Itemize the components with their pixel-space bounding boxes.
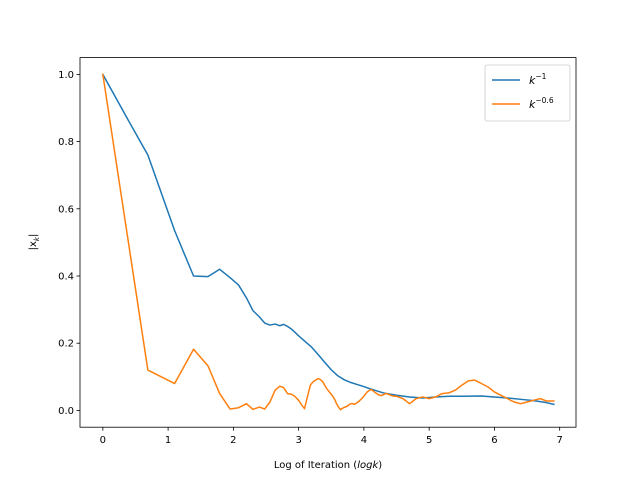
series-line-k-inv xyxy=(101,73,555,406)
x-axis-label-suffix: ) xyxy=(378,460,382,471)
legend-label-k-inv: k−1 xyxy=(529,72,547,87)
y-axis-label-suffix: | xyxy=(28,234,39,237)
y-tick-label: 0.4 xyxy=(58,272,74,283)
x-tick-label: 1 xyxy=(165,435,171,446)
legend: k−1 k−0.6 xyxy=(484,64,571,122)
y-axis: 0.0 0.2 0.4 0.6 0.8 1.0 xyxy=(58,70,80,417)
x-tick-label: 2 xyxy=(230,435,236,446)
x-tick-label: 0 xyxy=(100,435,106,446)
legend-label-k-inv-base: k xyxy=(529,74,536,87)
x-axis: 0 1 2 3 4 5 6 7 xyxy=(100,427,563,446)
y-axis-label: |xk| xyxy=(28,234,41,251)
series-layer xyxy=(101,73,555,411)
legend-label-k-06-base: k xyxy=(529,98,536,111)
x-tick-label: 4 xyxy=(361,435,367,446)
legend-label-k-06-sup: −0.6 xyxy=(535,96,553,105)
legend-box xyxy=(484,64,571,122)
y-axis-label-sub: k xyxy=(33,236,41,241)
y-axis-label-text: |x xyxy=(28,241,39,250)
x-axis-label-text: Log of Iteration ( xyxy=(274,460,357,471)
x-tick-label: 3 xyxy=(295,435,301,446)
x-tick-label: 6 xyxy=(491,435,497,446)
legend-label-k-inv-sup: −1 xyxy=(535,72,546,81)
series-line-k-06 xyxy=(101,73,555,411)
plot-frame xyxy=(79,57,577,428)
x-tick-label: 7 xyxy=(556,435,562,446)
y-tick-label: 0.8 xyxy=(58,137,74,148)
y-tick-label: 1.0 xyxy=(58,70,74,81)
y-tick-label: 0.0 xyxy=(58,406,74,417)
x-axis-label-math: logk xyxy=(357,460,379,471)
x-axis-label: Log of Iteration (logk) xyxy=(274,460,382,471)
y-tick-label: 0.6 xyxy=(58,204,74,215)
legend-label-k-06: k−0.6 xyxy=(529,96,554,111)
y-tick-label: 0.2 xyxy=(58,339,74,350)
x-tick-label: 5 xyxy=(426,435,432,446)
